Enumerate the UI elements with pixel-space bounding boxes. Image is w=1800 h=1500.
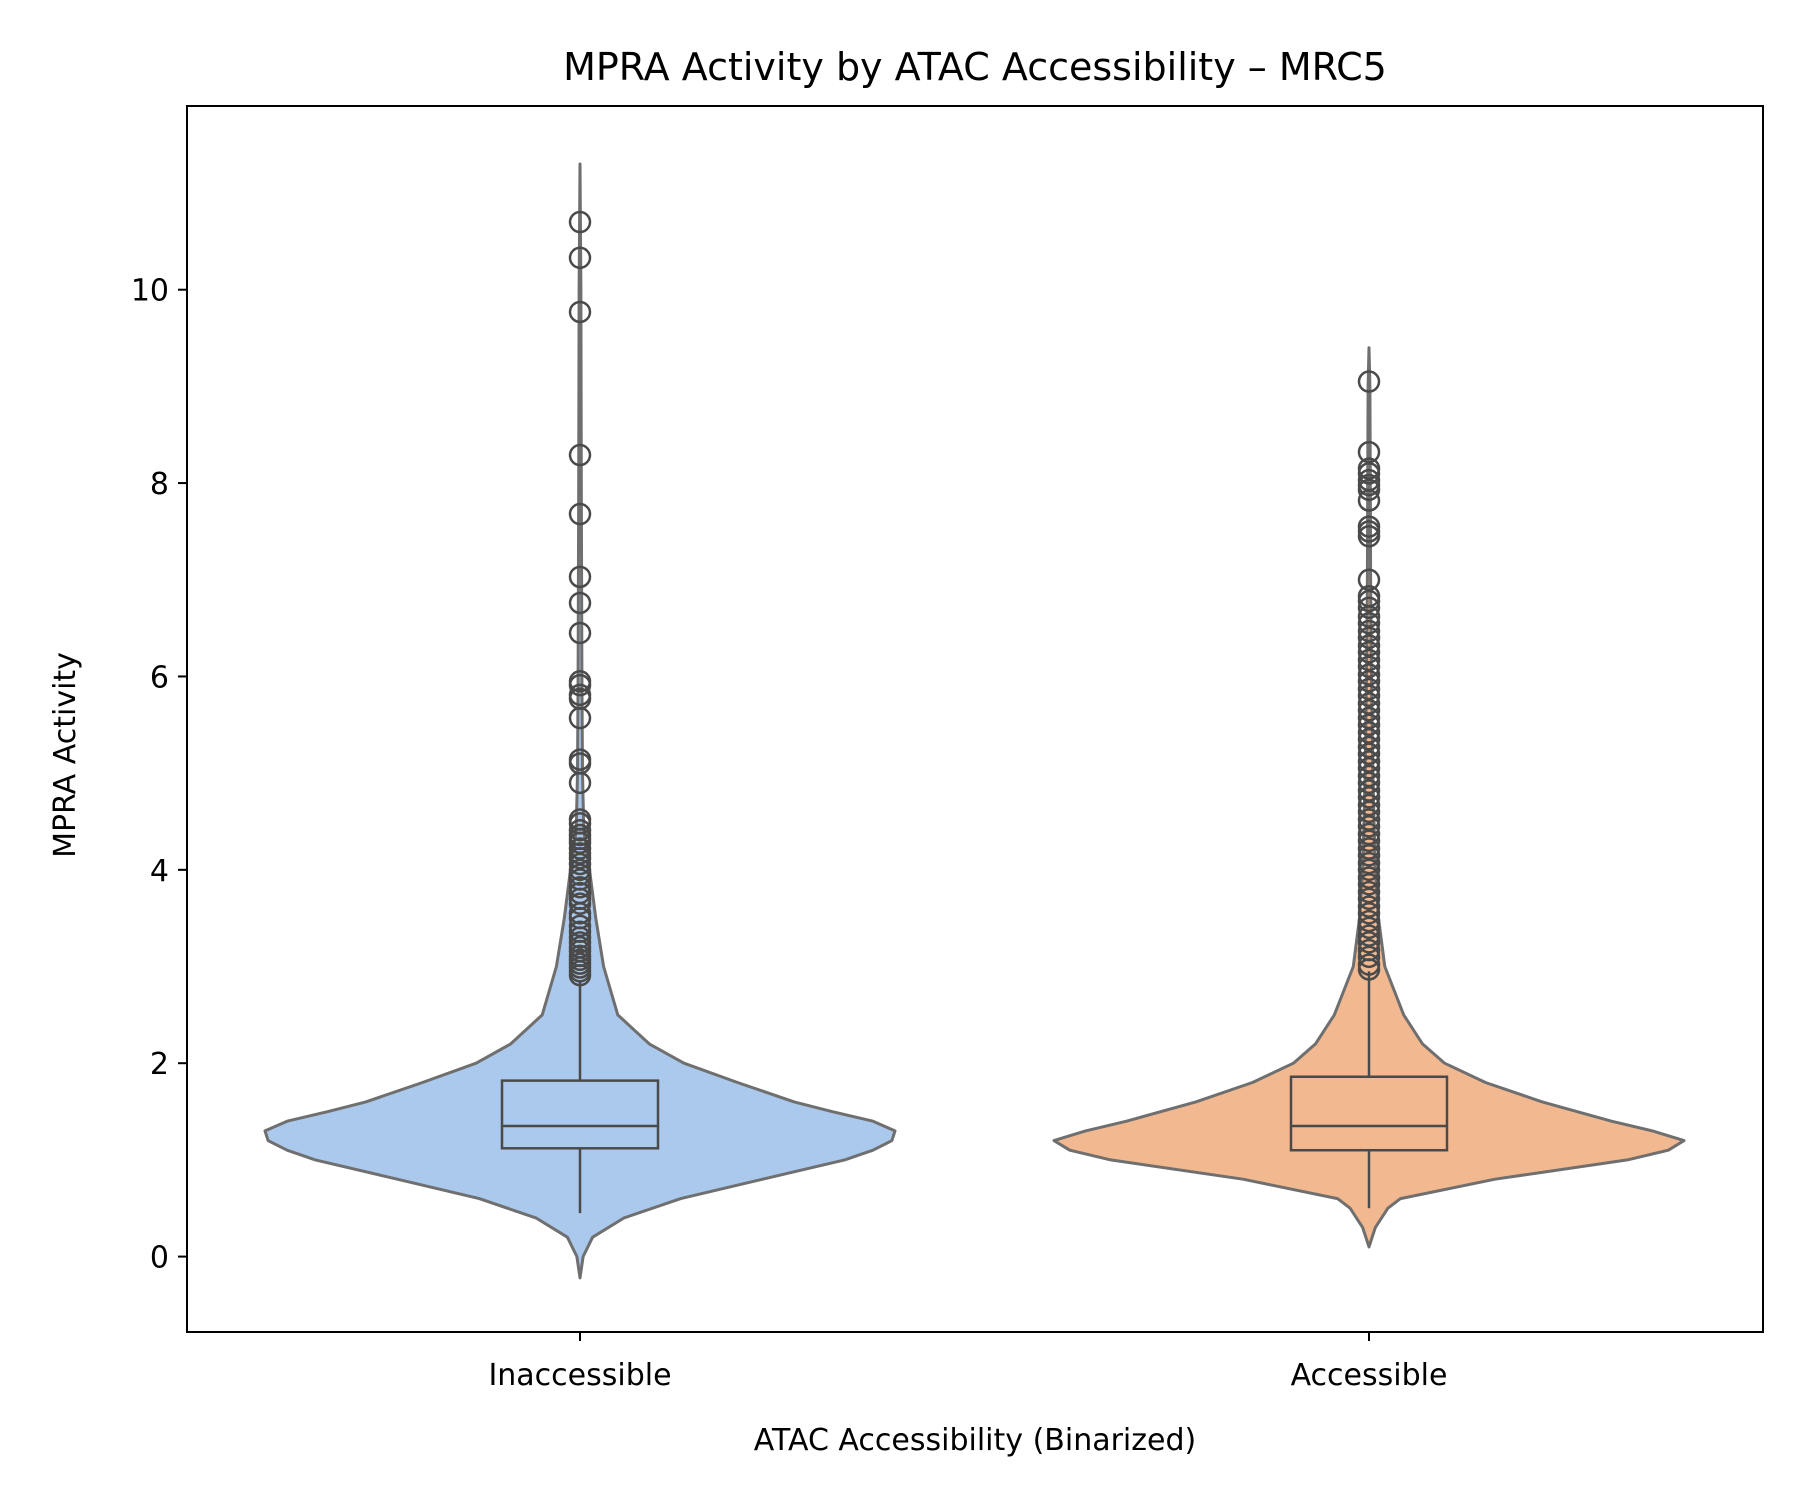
outlier-point: [1357, 699, 1381, 722]
outlier-point: [1357, 779, 1381, 802]
outlier-point: [1357, 808, 1381, 831]
y-axis-label: MPRA Activity: [48, 652, 83, 858]
y-tick-label: 10: [131, 274, 169, 309]
outlier-point: [1357, 589, 1381, 613]
outlier-point: [1357, 822, 1381, 846]
outlier-point: [568, 875, 592, 899]
outlier-point: [1357, 612, 1381, 635]
outlier-point: [1357, 858, 1381, 882]
outlier-point: [1357, 596, 1381, 620]
violin-body: [263, 162, 897, 1280]
outlier-point: [568, 300, 592, 324]
outlier-point: [1357, 728, 1381, 751]
outlier-point: [568, 246, 592, 270]
outlier-point: [1357, 829, 1381, 853]
outlier-point: [1357, 440, 1381, 464]
outlier-point: [1357, 706, 1381, 730]
outlier-point: [568, 831, 592, 855]
outlier-point: [1357, 713, 1381, 737]
plot-area: 0 2 4 6 8 10 Inaccessible Accessible: [131, 105, 1764, 1393]
outlier-point: [1357, 489, 1381, 512]
outlier-point: [568, 914, 592, 938]
outlier-point: [568, 771, 592, 795]
violin-body: [1052, 346, 1686, 1249]
y-tick-label: 6: [150, 660, 169, 695]
outlier-point: [1357, 750, 1381, 773]
outlier-point: [568, 706, 592, 730]
outlier-point: [568, 591, 592, 615]
outlier-point: [1357, 525, 1381, 548]
outlier-point: [1357, 895, 1381, 918]
outlier-point: [1357, 757, 1381, 780]
outlier-point: [1357, 634, 1381, 657]
chart-title: MPRA Activity by ATAC Accessibility – MR…: [563, 45, 1387, 89]
outlier-point: [1357, 771, 1381, 795]
outlier-point: [568, 892, 592, 915]
outlier-point: [1357, 844, 1381, 867]
outlier-point: [1357, 873, 1381, 896]
outlier-point: [1357, 945, 1381, 969]
x-tick-label: Accessible: [1291, 1358, 1448, 1393]
outlier-point: [1357, 721, 1381, 744]
y-tick-label: 2: [150, 1047, 169, 1082]
outlier-point: [1357, 478, 1381, 502]
outlier-point: [568, 852, 592, 876]
outlier-point: [568, 621, 592, 645]
outlier-point: [1357, 735, 1381, 759]
x-axis-label: ATAC Accessibility (Binarized): [754, 1423, 1196, 1458]
outlier-point: [1357, 684, 1381, 708]
outlier-point: [568, 565, 592, 589]
outlier-point: [1357, 605, 1381, 628]
outlier-point: [1357, 462, 1381, 485]
outlier-point: [1357, 619, 1381, 643]
outlier-point: [1357, 655, 1381, 679]
outlier-point: [1357, 677, 1381, 701]
outlier-point: [1357, 370, 1381, 393]
outlier-point: [1357, 815, 1381, 838]
outlier-point: [1357, 866, 1381, 889]
outlier-point: [1357, 931, 1381, 954]
outlier-point: [1357, 786, 1381, 809]
y-tick-label: 0: [150, 1241, 169, 1276]
outlier-point: [1357, 958, 1381, 981]
outlier-point: [1357, 909, 1381, 933]
outlier-point: [568, 502, 592, 526]
outlier-point: [568, 846, 592, 870]
outlier-point: [1357, 641, 1381, 664]
y-tick-label: 4: [150, 854, 169, 889]
outlier-point: [1357, 663, 1381, 686]
outlier-point: [1357, 902, 1381, 925]
outlier-point: [1357, 742, 1381, 766]
outlier-point: [1357, 626, 1381, 650]
outlier-point: [1357, 764, 1381, 788]
outlier-point: [568, 673, 592, 697]
outlier-point: [1357, 880, 1381, 904]
outlier-point: [1357, 568, 1381, 592]
y-tick-label: 8: [150, 467, 169, 502]
outlier-point: [1357, 670, 1381, 693]
outlier-point: [1357, 793, 1381, 817]
outlier-point: [1357, 916, 1381, 940]
outlier-point: [1357, 851, 1381, 875]
iqr-box: [500, 1079, 660, 1150]
outlier-point: [1357, 648, 1381, 672]
outlier-point: [568, 210, 592, 234]
plot-frame: [186, 105, 1764, 1333]
outlier-point: [1357, 692, 1381, 715]
outlier-point: [1357, 800, 1381, 824]
outlier-point: [568, 443, 592, 467]
outlier-point: [1357, 837, 1381, 860]
outlier-point: [568, 963, 592, 987]
outlier-point: [1357, 924, 1381, 947]
outlier-point: [1357, 887, 1381, 911]
iqr-box: [1289, 1075, 1449, 1152]
x-tick-label: Inaccessible: [488, 1358, 671, 1393]
